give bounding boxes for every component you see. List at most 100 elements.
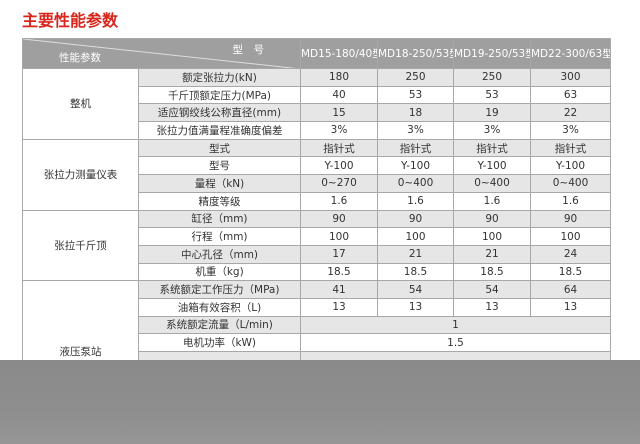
value-cell: 90 bbox=[530, 209, 611, 229]
diagonal bbox=[23, 39, 292, 68]
value-cell: 0~400 bbox=[530, 174, 611, 193]
row: 张拉千斤顶 缸径（mm) 90 90 90 90 bbox=[22, 209, 611, 282]
value-cell: 18 bbox=[377, 103, 454, 123]
row: 中心孔径（mm) 17 21 21 24 bbox=[23, 244, 611, 264]
value-cell: 13 bbox=[530, 297, 611, 317]
corner-cell: 型 号性能参数 bbox=[22, 38, 301, 69]
value-cell: 24 bbox=[530, 244, 611, 264]
value-cell: 100 bbox=[300, 227, 378, 246]
value-cell: 90 bbox=[300, 209, 378, 229]
param-cell: 量程（kN) bbox=[138, 174, 301, 193]
value-cell: 18.5 bbox=[377, 262, 454, 282]
row: 油箱有效容积（L) 13 13 13 13 bbox=[23, 297, 611, 317]
value-cell: 1.6 bbox=[377, 191, 454, 211]
value-cell: 15 bbox=[300, 103, 378, 123]
param-cell: 千斤顶额定压力(MPa) bbox=[138, 85, 301, 105]
value-cell: 13 bbox=[377, 297, 454, 317]
value-cell: 53 bbox=[453, 85, 531, 105]
value-cell: 21 bbox=[377, 244, 454, 264]
value-cell: 63 bbox=[530, 85, 611, 105]
value-cell: 64 bbox=[530, 280, 611, 299]
param-cell: 适应钢绞线公称直径(mm) bbox=[138, 103, 301, 123]
param-cell: 系统额定工作压力（MPa) bbox=[138, 280, 301, 299]
value-cell: 54 bbox=[377, 280, 454, 299]
value-cell: 100 bbox=[530, 227, 611, 246]
row: 张拉力测量仪表 型式 指针式 指针式 指针式 指针式 bbox=[22, 138, 611, 211]
value-cell: 18.5 bbox=[530, 262, 611, 282]
value-cell: 指针式 bbox=[300, 138, 378, 158]
value-cell: 18.5 bbox=[300, 262, 378, 282]
value-cell: Y-100 bbox=[530, 156, 611, 176]
value-cell: 1.5 bbox=[300, 333, 611, 352]
value-cell: 3% bbox=[530, 121, 611, 140]
value-cell: 54 bbox=[453, 280, 531, 299]
group-cell: 整机 bbox=[22, 68, 139, 140]
value-cell: 0~400 bbox=[377, 174, 454, 193]
page-title: 主要性能参数 bbox=[22, 11, 119, 30]
value-cell: 21 bbox=[453, 244, 531, 264]
group-cell: 张拉千斤顶 bbox=[22, 209, 139, 282]
value-cell: Y-100 bbox=[377, 156, 454, 176]
param-cell: 型号 bbox=[138, 156, 301, 176]
value-cell: 指针式 bbox=[453, 138, 531, 158]
param-cell: 油箱有效容积（L) bbox=[138, 297, 301, 317]
param-cell: 精度等级 bbox=[138, 191, 301, 211]
param-cell: 中心孔径（mm) bbox=[138, 244, 301, 264]
value-cell: 指针式 bbox=[530, 138, 611, 158]
value-cell: 3% bbox=[453, 121, 531, 140]
group-cell: 张拉力测量仪表 bbox=[22, 138, 139, 211]
value-cell: 1.6 bbox=[530, 191, 611, 211]
value-cell: 指针式 bbox=[377, 138, 454, 158]
param-cell: 行程（mm) bbox=[138, 227, 301, 246]
model-header: MD15-180/40型 bbox=[300, 38, 378, 69]
value-cell: 300 bbox=[530, 68, 611, 87]
value-cell: 250 bbox=[453, 68, 531, 87]
value-cell: 18.5 bbox=[453, 262, 531, 282]
corner-top: 型 号 bbox=[232, 44, 265, 56]
param-cell: 缸径（mm) bbox=[138, 209, 301, 229]
param-cell: 型式 bbox=[138, 138, 301, 158]
row: 行程（mm) 100 100 100 100 bbox=[23, 227, 611, 246]
row: 电机功率（kW) 1.5 bbox=[23, 333, 611, 352]
value-cell: 13 bbox=[453, 297, 531, 317]
group-cell: 液压泵站 bbox=[22, 280, 139, 370]
value-cell: 19 bbox=[453, 103, 531, 123]
value-cell: 22 bbox=[530, 103, 611, 123]
value-cell: 1.6 bbox=[300, 191, 378, 211]
param-cell: 系统额定流量（L/min) bbox=[138, 315, 301, 335]
value-cell: 3% bbox=[300, 121, 378, 140]
value-cell: 41 bbox=[300, 280, 378, 299]
row: 张拉力值满量程准确度偏差 3% 3% 3% 3% bbox=[23, 121, 611, 140]
spec-table: 型 号性能参数 MD15-180/40型 MD18-250/53型 MD19-250/… bbox=[22, 38, 611, 370]
value-cell: 100 bbox=[377, 227, 454, 246]
value-cell: 0~270 bbox=[300, 174, 378, 193]
param-cell: 电机功率（kW) bbox=[138, 333, 301, 352]
value-cell: 180 bbox=[300, 68, 378, 87]
value-cell: 90 bbox=[377, 209, 454, 229]
value-cell: 40 bbox=[300, 85, 378, 105]
param-cell: 张拉力值满量程准确度偏差 bbox=[138, 121, 301, 140]
value-cell: 1 bbox=[300, 315, 611, 335]
model-header: MD18-250/53型 bbox=[377, 38, 454, 69]
header-row: 型 号性能参数 MD15-180/40型 MD18-250/53型 MD19-250/… bbox=[22, 38, 611, 69]
value-cell: Y-100 bbox=[453, 156, 531, 176]
model-header: MD19-250/53型 bbox=[453, 38, 531, 69]
value-cell: 3% bbox=[377, 121, 454, 140]
value-cell: 250 bbox=[377, 68, 454, 87]
param-cell: 额定张拉力(kN) bbox=[138, 68, 301, 87]
row: 量程（kN) 0~270 0~400 0~400 0~400 bbox=[23, 174, 611, 193]
corner-bottom: 性能参数 bbox=[59, 52, 101, 64]
value-cell: 1.6 bbox=[453, 191, 531, 211]
row: 液压泵站 系统额定工作压力（MPa) 41 54 54 64 bbox=[22, 280, 611, 370]
row: 精度等级 1.6 1.6 1.6 1.6 bbox=[23, 191, 611, 211]
value-cell: 0~400 bbox=[453, 174, 531, 193]
row: 整机 额定张拉力(kN) 180 250 250 300 bbox=[22, 68, 611, 140]
param-cell: 机重（kg) bbox=[138, 262, 301, 282]
value-cell: 13 bbox=[300, 297, 378, 317]
bottom-shade bbox=[0, 360, 640, 444]
value-cell: 100 bbox=[453, 227, 531, 246]
value-cell: Y-100 bbox=[300, 156, 378, 176]
value-cell: 90 bbox=[453, 209, 531, 229]
value-cell: 17 bbox=[300, 244, 378, 264]
